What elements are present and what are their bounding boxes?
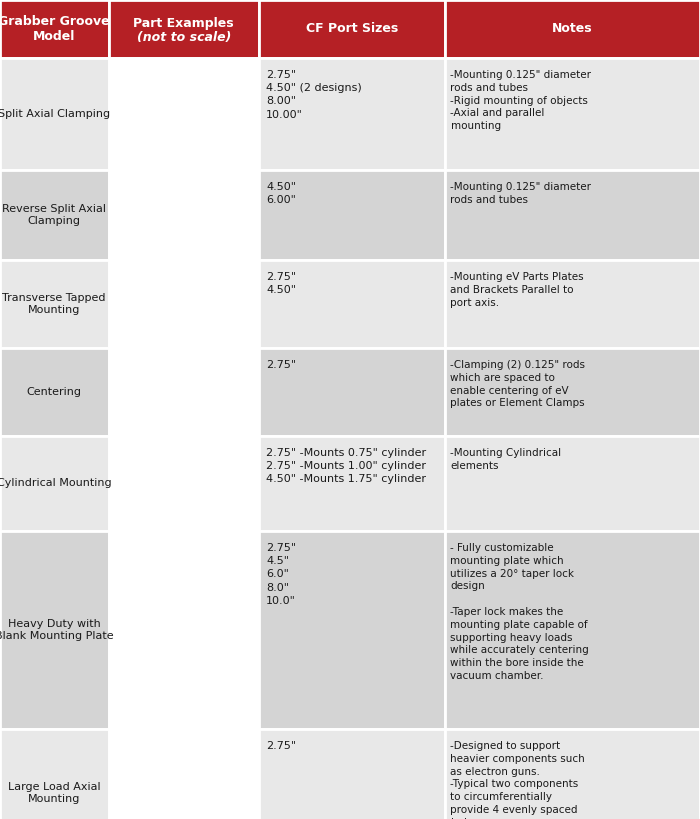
Text: Reverse Split Axial
Clamping: Reverse Split Axial Clamping [2, 204, 106, 226]
Text: Heavy Duty with
Blank Mounting Plate: Heavy Duty with Blank Mounting Plate [0, 619, 113, 640]
Text: -Clamping (2) 0.125" rods
which are spaced to
enable centering of eV
plates or E: -Clamping (2) 0.125" rods which are spac… [451, 360, 585, 409]
Text: Centering: Centering [27, 387, 82, 397]
Bar [0, 531, 108, 729]
Text: Cylindrical Mounting: Cylindrical Mounting [0, 478, 111, 488]
Text: Large Load Axial
Mounting: Large Load Axial Mounting [8, 782, 101, 803]
Bar [444, 170, 700, 260]
Bar [444, 531, 700, 729]
Bar [259, 348, 444, 436]
Text: 2.75": 2.75" [266, 360, 296, 370]
Bar [108, 348, 259, 436]
Bar [108, 729, 259, 819]
Bar [0, 170, 108, 260]
Text: - Fully customizable
mounting plate which
utilizes a 20° taper lock
design

-Tap: - Fully customizable mounting plate whic… [451, 543, 589, 681]
Bar [444, 260, 700, 348]
Text: (not to scale): (not to scale) [136, 31, 231, 44]
Bar [0, 58, 108, 170]
Bar [444, 729, 700, 819]
Text: CF Port Sizes: CF Port Sizes [306, 22, 398, 35]
Text: -Mounting 0.125" diameter
rods and tubes
-Rigid mounting of objects
-Axial and p: -Mounting 0.125" diameter rods and tubes… [451, 70, 592, 131]
Text: 2.75"
4.50" (2 designs)
8.00"
10.00": 2.75" 4.50" (2 designs) 8.00" 10.00" [266, 70, 362, 120]
Bar [444, 348, 700, 436]
Bar [444, 436, 700, 531]
Bar [444, 58, 700, 170]
Bar [0, 436, 108, 531]
Text: 2.75" -Mounts 0.75" cylinder
2.75" -Mounts 1.00" cylinder
4.50" -Mounts 1.75" cy: 2.75" -Mounts 0.75" cylinder 2.75" -Moun… [266, 448, 426, 484]
Text: Notes: Notes [552, 22, 593, 35]
Bar [259, 260, 444, 348]
Text: 2.75"
4.50": 2.75" 4.50" [266, 272, 296, 295]
Text: -Designed to support
heavier components such
as electron guns.
-Typical two comp: -Designed to support heavier components … [451, 741, 585, 819]
Text: -Mounting 0.125" diameter
rods and tubes: -Mounting 0.125" diameter rods and tubes [451, 182, 592, 205]
Bar [259, 531, 444, 729]
Bar [259, 0, 444, 58]
Text: Transverse Tapped
Mounting: Transverse Tapped Mounting [3, 293, 106, 314]
Bar [108, 58, 259, 170]
Bar [259, 170, 444, 260]
Bar [444, 0, 700, 58]
Text: -Mounting eV Parts Plates
and Brackets Parallel to
port axis.: -Mounting eV Parts Plates and Brackets P… [451, 272, 584, 308]
Bar [0, 0, 108, 58]
Text: 2.75"
4.5"
6.0"
8.0"
10.0": 2.75" 4.5" 6.0" 8.0" 10.0" [266, 543, 296, 606]
Text: Split Axial Clamping: Split Axial Clamping [0, 109, 111, 119]
Text: 2.75": 2.75" [266, 741, 296, 751]
Bar [259, 729, 444, 819]
Text: Grabber Groove
Model: Grabber Groove Model [0, 15, 110, 43]
Bar [108, 170, 259, 260]
Text: Part Examples: Part Examples [134, 17, 234, 30]
Text: -Mounting Cylindrical
elements: -Mounting Cylindrical elements [451, 448, 561, 471]
Bar [0, 348, 108, 436]
Bar [259, 58, 444, 170]
Bar [108, 260, 259, 348]
Bar [0, 729, 108, 819]
Bar [108, 531, 259, 729]
Text: 4.50"
6.00": 4.50" 6.00" [266, 182, 296, 206]
Bar [0, 260, 108, 348]
Bar [108, 0, 259, 58]
Bar [259, 436, 444, 531]
Bar [108, 436, 259, 531]
